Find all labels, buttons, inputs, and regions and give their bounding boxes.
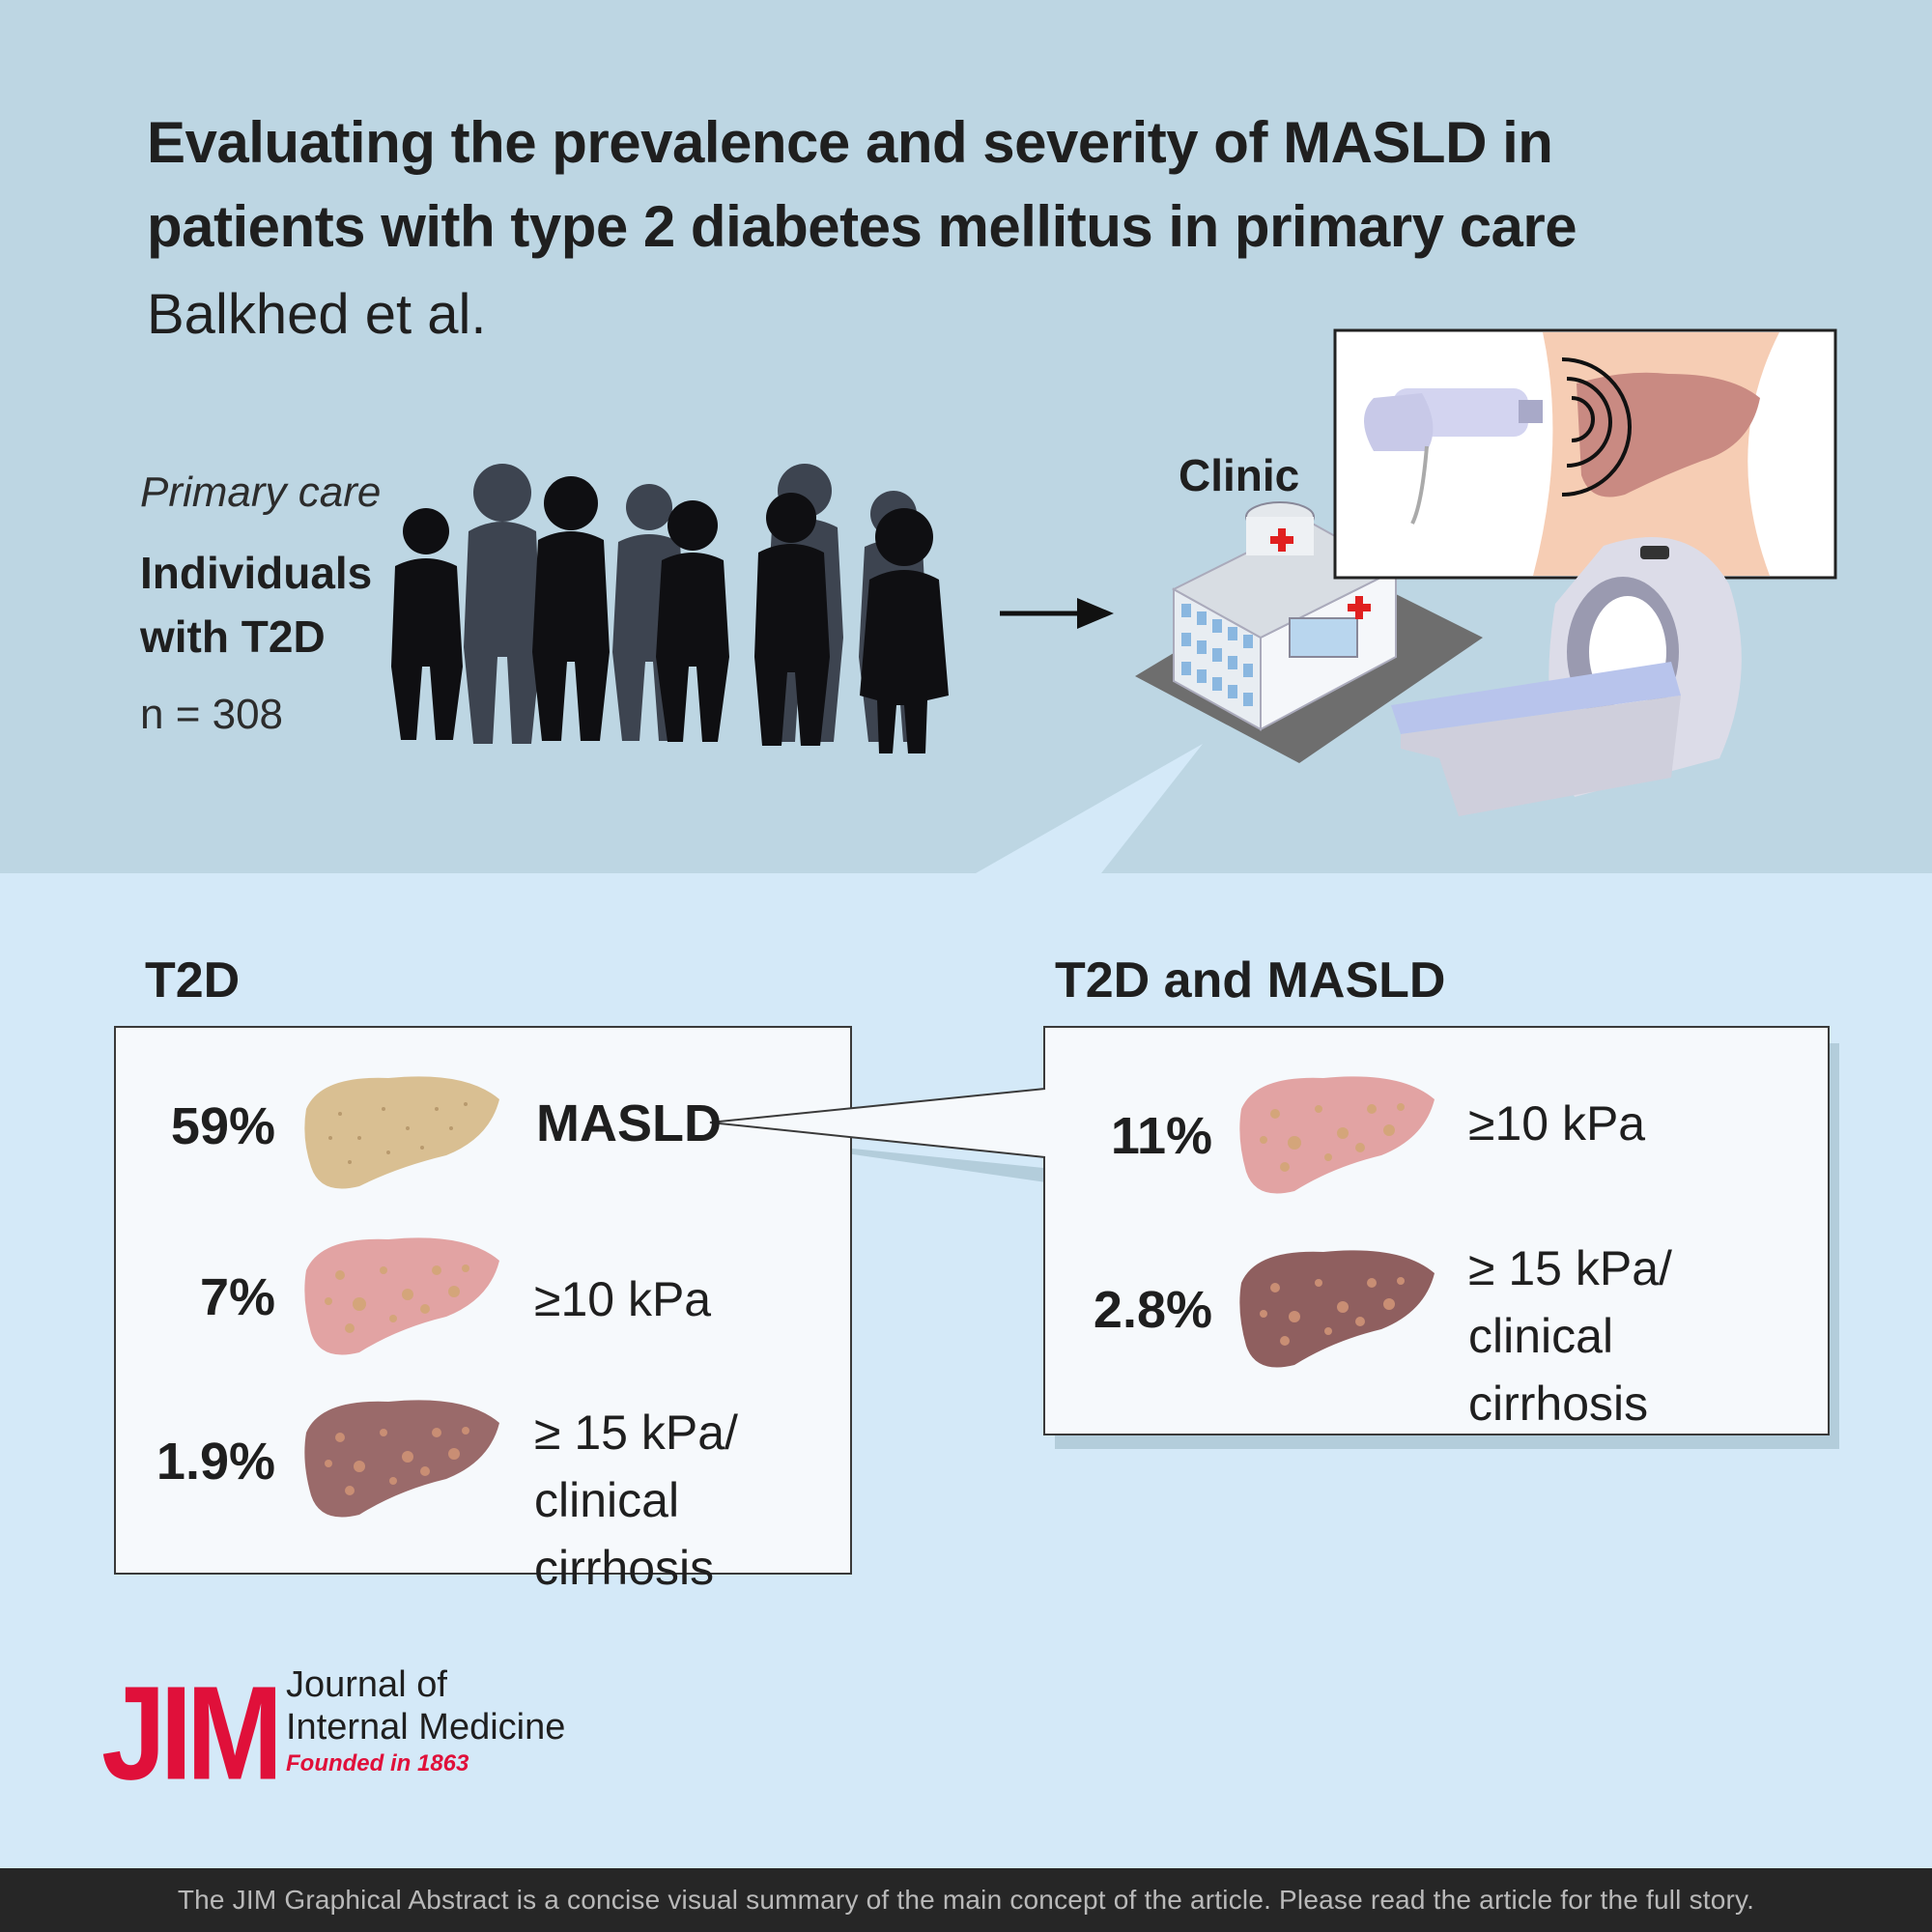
liver-fibrosis-icon	[1239, 1076, 1435, 1194]
jim-logo: JIM	[101, 1659, 283, 1808]
journal-name-line1: Journal of	[286, 1664, 447, 1705]
t2d-fibrosis-label: ≥10 kPa	[534, 1272, 712, 1326]
liver-cirrhosis-icon	[1239, 1250, 1435, 1368]
footer-note: The JIM Graphical Abstract is a concise …	[0, 1868, 1932, 1932]
t2d-masld-label: MASLD	[536, 1094, 722, 1152]
t2d-masld-fibrosis-label: ≥10 kPa	[1468, 1096, 1646, 1151]
people-silhouettes-icon	[391, 464, 949, 753]
mri-scanner-icon	[1391, 537, 1742, 816]
t2d-masld-fibrosis-pct: 11%	[1110, 1107, 1212, 1165]
liver-fatty-icon	[304, 1076, 499, 1189]
t2d-cirrhosis-label: ≥ 15 kPa/ clinical cirrhosis	[534, 1406, 738, 1595]
sample-size: n = 308	[140, 691, 284, 738]
elastography-screen-icon	[1333, 328, 1837, 580]
t2d-masld-cirrhosis-pct: 2.8%	[1093, 1281, 1212, 1339]
group-label: Individuals with T2D	[140, 548, 373, 662]
t2d-cirrhosis-pct: 1.9%	[156, 1433, 275, 1491]
setting-label: Primary care	[140, 469, 382, 516]
page-title: Evaluating the prevalence and severity o…	[147, 110, 1577, 259]
t2d-fibrosis-pct: 7%	[199, 1268, 275, 1326]
liver-fibrosis-icon	[304, 1237, 499, 1355]
clinic-label: Clinic	[1179, 450, 1300, 500]
hospital-icon	[1135, 501, 1483, 763]
journal-name: Journal of Internal Medicine	[286, 1663, 565, 1748]
flow-arrow-icon	[1000, 598, 1114, 629]
journal-name-line2: Internal Medicine	[286, 1707, 566, 1747]
t2d-masld-pct: 59%	[170, 1097, 275, 1155]
authors: Balkhed et al.	[147, 283, 487, 346]
liver-cirrhosis-icon	[304, 1400, 499, 1518]
t2d-masld-panel	[1043, 1026, 1830, 1435]
t2d-heading: T2D	[145, 952, 241, 1009]
founded-label: Founded in 1863	[286, 1750, 469, 1776]
t2d-masld-cirrhosis-label: ≥ 15 kPa/ clinical cirrhosis	[1468, 1241, 1672, 1431]
t2d-masld-heading: T2D and MASLD	[1055, 952, 1446, 1009]
